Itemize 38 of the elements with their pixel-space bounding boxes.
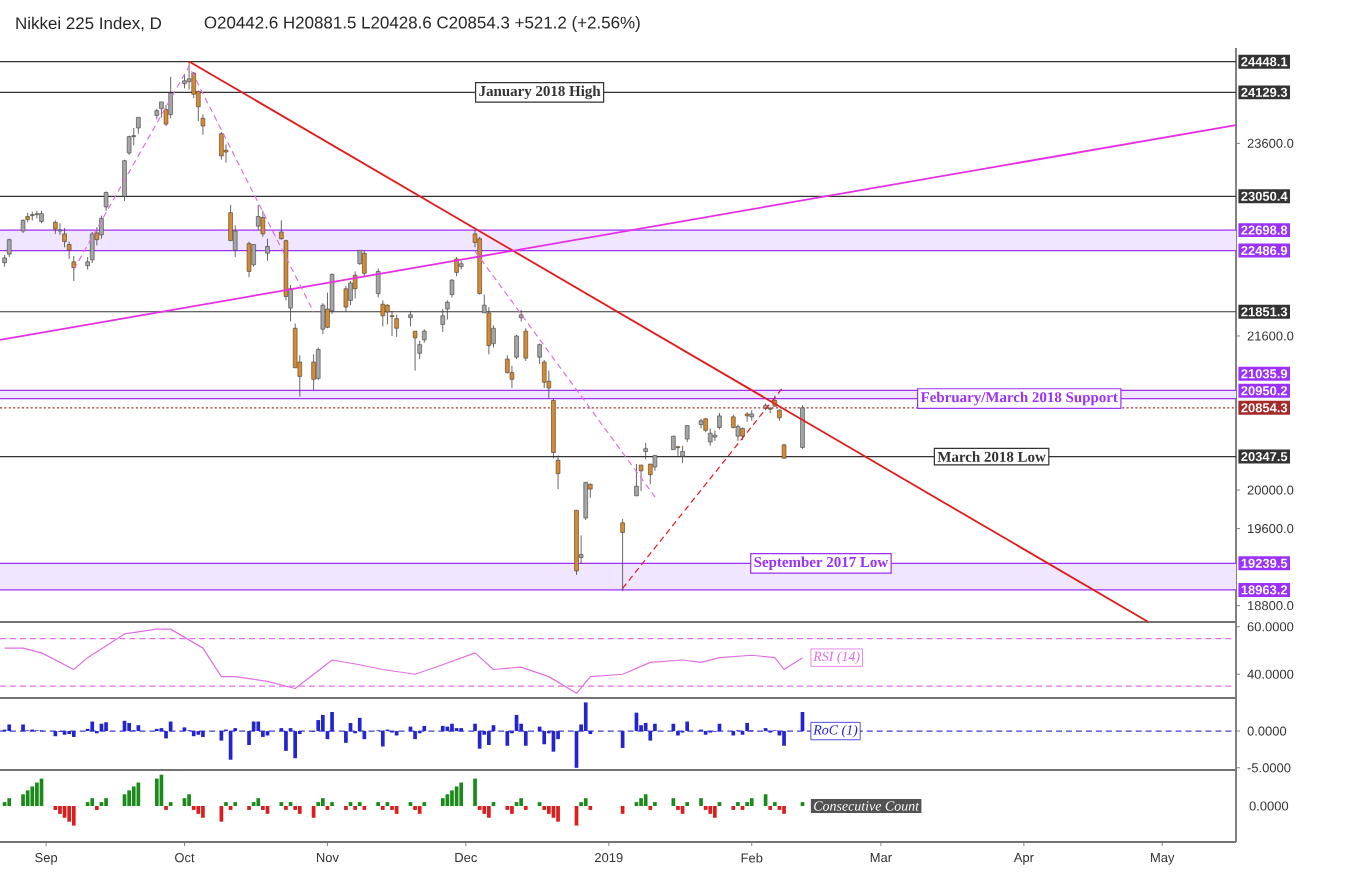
candlestick [352,271,358,299]
candlestick [449,278,455,298]
candlestick [454,256,459,277]
candlestick [800,404,805,450]
candlestick [90,231,95,264]
candlestick [246,241,252,278]
candlestick [648,463,653,485]
candlestick [251,244,256,268]
candlestick [698,418,704,429]
candlestick [362,250,367,277]
candlestick [62,227,67,248]
candlestick [744,411,750,423]
chart-title: Nikkei 225 Index, D [16,16,162,32]
candlestick [523,327,528,362]
candlestick [389,310,395,337]
candlestick [168,76,173,119]
candlestick [486,306,492,355]
candlestick [712,429,718,442]
candlestick [514,334,519,360]
candlestick [440,308,445,333]
candlestick [583,481,588,521]
candlestick [620,518,625,592]
candlestick [34,210,40,219]
chart-subtitle: O20442.6 H20881.5 L20428.6 C20854.3 +521.2 (+2.56%) [204,16,640,32]
candlestick [265,238,270,262]
candlestick [343,285,349,313]
candlestick [219,131,224,161]
candlestick [638,464,644,492]
candlestick [412,330,418,372]
candlestick [408,310,413,327]
candlestick [260,210,266,238]
candlestick [256,204,261,231]
candlestick [311,353,316,391]
candlestick [394,314,399,338]
candlestick [380,299,386,327]
candlestick [643,442,648,460]
candlestick [375,268,381,298]
candlestick [634,463,639,497]
